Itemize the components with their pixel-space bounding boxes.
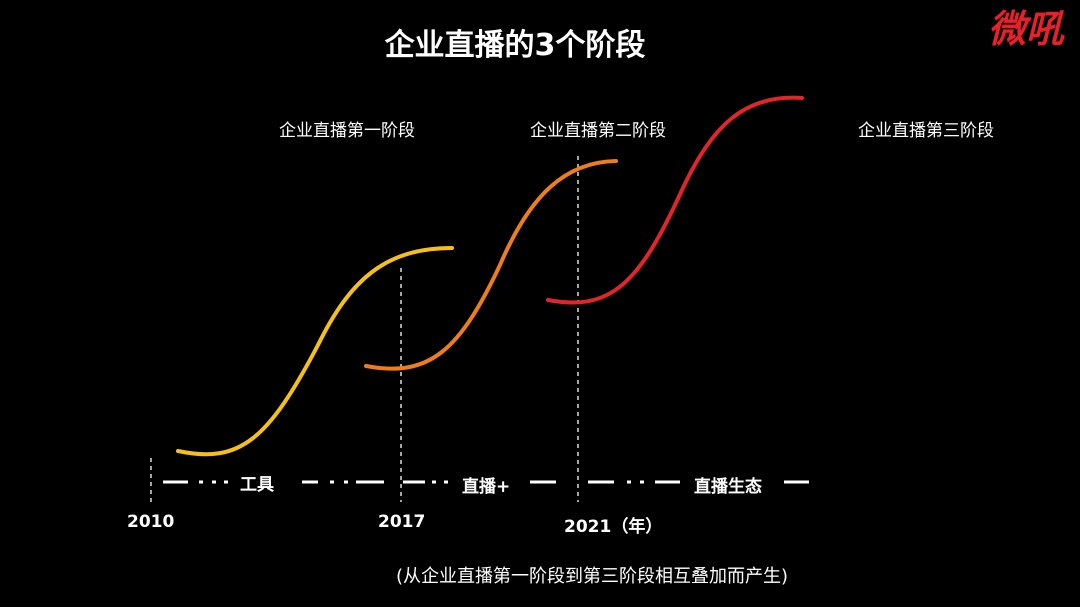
year-2010: 2010 xyxy=(127,512,175,532)
phase-label-ecosystem: 直播生态 xyxy=(694,477,762,497)
stage-2-label: 企业直播第二阶段 xyxy=(530,121,666,141)
footnote: (从企业直播第一阶段到第三阶段相互叠加而产生) xyxy=(396,566,789,587)
year-2021: 2021（年） xyxy=(564,517,663,537)
stage-1-label: 企业直播第一阶段 xyxy=(279,121,415,141)
stage-3-label: 企业直播第三阶段 xyxy=(858,121,994,141)
stage-1-curve xyxy=(176,246,454,457)
phase-label-live-plus: 直播+ xyxy=(462,477,511,497)
logo-text: 微吼 xyxy=(988,7,1065,51)
phase-label-tool: 工具 xyxy=(240,475,274,495)
slide-title: 企业直播的3个阶段 xyxy=(384,28,646,63)
stage-2-curve xyxy=(364,159,618,371)
stage-3-curve xyxy=(546,95,804,305)
year-2017: 2017 xyxy=(378,512,426,532)
logo: 微吼 xyxy=(988,7,1065,51)
